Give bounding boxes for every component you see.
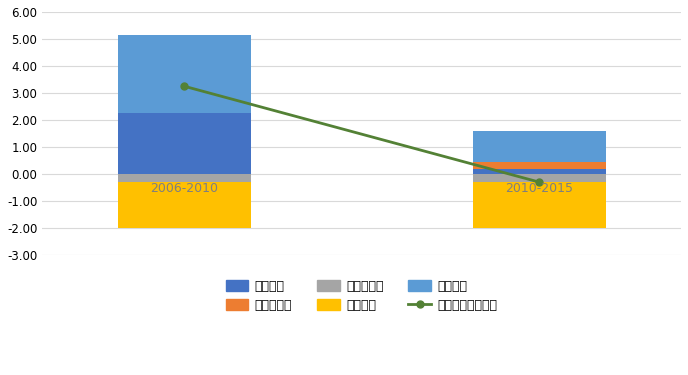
Text: 2006-2010: 2006-2010 [150, 182, 218, 195]
Bar [473, 174, 605, 182]
Bar [473, 169, 605, 174]
Text: 2010-2015: 2010-2015 [505, 182, 573, 195]
Bar [473, 182, 605, 228]
Bar [118, 113, 250, 174]
Legend: 内部効果, シェア効果, 共分散効果, 参入効果, 退出効果, 労働分配率の変化: 内部効果, シェア効果, 共分散効果, 参入効果, 退出効果, 労働分配率の変化 [219, 273, 504, 318]
Bar [118, 182, 250, 228]
Bar [118, 35, 250, 113]
Bar [473, 162, 605, 169]
Bar [473, 131, 605, 162]
Bar [118, 174, 250, 182]
